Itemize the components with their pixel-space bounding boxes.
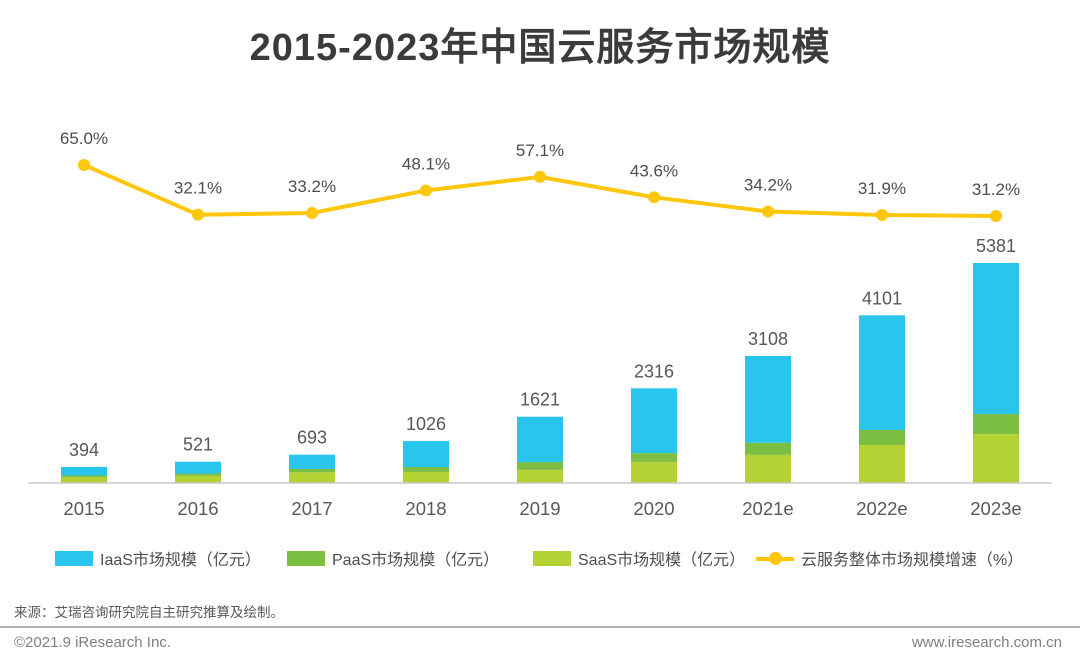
saas-swatch-icon <box>533 550 571 566</box>
bar-segment-paas <box>745 442 791 455</box>
growth-percent-label: 48.1% <box>402 155 450 174</box>
x-axis-label: 2023e <box>970 498 1021 519</box>
growth-line-dot-icon <box>756 551 794 566</box>
legend-item-growth: 云服务整体市场规模增速（%） <box>756 546 1023 570</box>
bar-segment-iaas <box>745 355 791 443</box>
chart-title: 2015-2023年中国云服务市场规模 <box>249 27 831 69</box>
copyright-text: ©2021.9 iResearch Inc. <box>14 634 171 651</box>
growth-percent-label: 31.9% <box>858 179 906 198</box>
bar-segment-iaas <box>859 315 905 431</box>
growth-point <box>648 191 660 204</box>
legend-item-paas: PaaS市场规模（亿元） <box>287 546 499 570</box>
bar-segment-saas <box>631 461 677 483</box>
growth-percent-label: 34.2% <box>744 176 792 195</box>
legend-item-saas: SaaS市场规模（亿元） <box>533 546 745 570</box>
bar-segment-paas <box>631 453 677 462</box>
legend-label-iaas: IaaS市场规模（亿元） <box>100 552 261 569</box>
bar-segment-paas <box>859 430 905 446</box>
chart-legend: IaaS市场规模（亿元） PaaS市场规模（亿元） SaaS市场规模（亿元） 云… <box>0 546 1080 572</box>
x-axis-label: 2015 <box>63 498 104 519</box>
growth-percent-label: 32.1% <box>174 179 222 198</box>
bar-total-label: 521 <box>183 435 213 455</box>
growth-point <box>78 159 90 171</box>
bar-total-label: 1621 <box>520 390 560 410</box>
bar-segment-iaas <box>175 461 221 474</box>
growth-point <box>534 170 546 183</box>
growth-point <box>990 210 1002 223</box>
x-axis-label: 2019 <box>519 498 560 519</box>
growth-point <box>306 207 318 220</box>
bar-segment-iaas <box>517 416 563 463</box>
bar-segment-saas <box>745 454 791 483</box>
bar-total-label: 2316 <box>634 361 674 381</box>
bar-segment-saas <box>61 477 107 483</box>
bar-segment-saas <box>175 475 221 483</box>
growth-percent-label: 43.6% <box>630 161 678 180</box>
paas-swatch-icon <box>287 550 325 566</box>
bar-segment-paas <box>61 475 107 478</box>
bar-segment-saas <box>289 472 335 483</box>
legend-label-growth: 云服务整体市场规模增速（%） <box>801 552 1024 569</box>
x-axis-label: 2018 <box>405 498 446 519</box>
bar-total-label: 4101 <box>862 288 902 308</box>
bar-segment-saas <box>403 471 449 483</box>
x-axis-label: 2021e <box>742 498 793 519</box>
website-text: www.iresearch.com.cn <box>911 634 1062 651</box>
growth-point <box>876 208 888 221</box>
growth-percent-label: 33.2% <box>288 177 336 196</box>
bar-segment-paas <box>403 467 449 472</box>
legend-label-paas: PaaS市场规模（亿元） <box>332 552 500 569</box>
market-size-chart: 394 2015 521 2016 693 2017 1026 2018 1621 2019 231… <box>28 129 1052 519</box>
bar-total-label: 394 <box>69 440 99 460</box>
x-axis-label: 2020 <box>633 498 674 519</box>
bar-total-label: 5381 <box>976 236 1016 256</box>
source-note: 来源：艾瑞咨询研究院自主研究推算及绘制。 <box>14 605 284 620</box>
bar-segment-iaas <box>403 441 449 468</box>
bar-segment-iaas <box>61 466 107 476</box>
footer-divider <box>0 626 1080 628</box>
x-axis-label: 2016 <box>177 498 218 519</box>
growth-percent-label: 57.1% <box>516 141 564 160</box>
growth-percent-label: 65.0% <box>60 129 108 148</box>
bar-segment-iaas <box>631 388 677 454</box>
bar-segment-paas <box>517 462 563 470</box>
x-axis-label: 2017 <box>291 498 332 519</box>
legend-item-iaas: IaaS市场规模（亿元） <box>55 546 261 570</box>
bar-segment-paas <box>289 468 335 473</box>
iaas-swatch-icon <box>55 550 93 566</box>
bar-segment-saas <box>517 469 563 483</box>
x-axis-label: 2022e <box>856 498 907 519</box>
legend-label-saas: SaaS市场规模（亿元） <box>578 552 746 569</box>
bar-segment-paas <box>175 473 221 476</box>
bar-segment-saas <box>973 434 1019 483</box>
growth-point <box>420 184 432 197</box>
bar-total-label: 3108 <box>748 329 788 349</box>
growth-point <box>762 205 774 218</box>
bar-segment-saas <box>859 445 905 483</box>
bar-total-label: 693 <box>297 428 327 448</box>
bar-total-label: 1026 <box>406 414 446 434</box>
growth-point <box>192 208 204 221</box>
bar-segment-paas <box>973 414 1019 435</box>
bar-segment-iaas <box>289 454 335 469</box>
growth-percent-label: 31.2% <box>972 180 1020 199</box>
bar-segment-iaas <box>973 263 1019 415</box>
